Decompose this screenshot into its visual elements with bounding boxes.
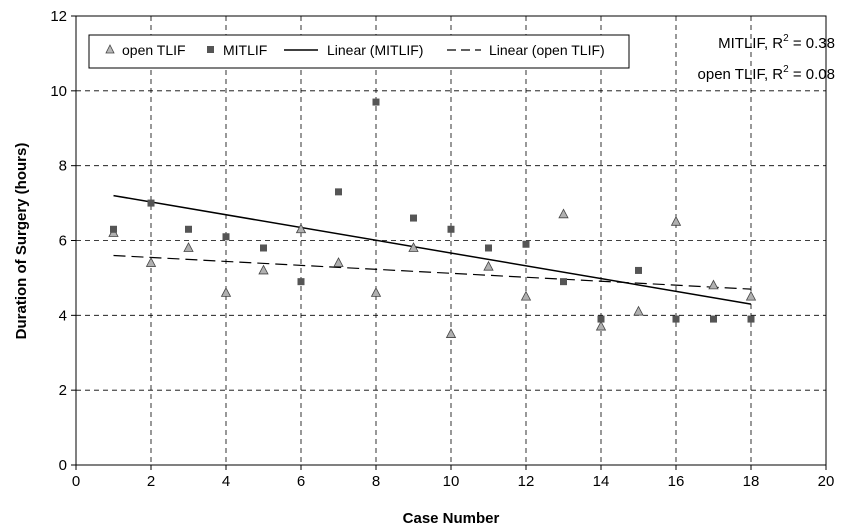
legend-label-open-tlif: open TLIF xyxy=(122,42,186,58)
point-open-tlif xyxy=(708,279,719,290)
point-mitlif xyxy=(335,188,342,196)
x-tick-label: 12 xyxy=(518,473,535,490)
point-mitlif xyxy=(672,315,680,323)
legend-label-linear-open-tlif: Linear (open TLIF) xyxy=(489,42,605,58)
point-open-tlif xyxy=(220,287,232,297)
y-tick-label: 6 xyxy=(59,233,67,250)
x-tick-label: 14 xyxy=(593,473,610,490)
y-tick-label: 4 xyxy=(59,307,67,324)
point-mitlif xyxy=(297,278,305,286)
point-open-tlif xyxy=(595,320,607,331)
x-tick-label: 0 xyxy=(72,473,80,490)
legend-box xyxy=(88,34,630,69)
point-mitlif xyxy=(185,225,192,233)
point-mitlif xyxy=(635,266,642,274)
x-tick-label: 8 xyxy=(372,473,380,490)
legend-triangle-marker xyxy=(105,44,115,54)
point-mitlif xyxy=(410,214,417,222)
point-open-tlif xyxy=(670,215,682,226)
x-tick-label: 6 xyxy=(297,473,305,490)
annotation-mitlif-r2: MITLIF, R2 = 0.38 xyxy=(718,33,835,52)
point-open-tlif xyxy=(520,290,532,301)
point-mitlif xyxy=(710,315,717,323)
legend: open TLIF MITLIF Linear (MITLIF) Linear … xyxy=(88,34,630,69)
point-mitlif xyxy=(560,278,567,286)
point-mitlif xyxy=(147,199,155,207)
trendline-mitlif xyxy=(113,194,752,305)
point-mitlif xyxy=(747,315,755,323)
y-axis-ticks: 0 2 4 6 8 10 12 xyxy=(50,8,76,474)
trendlines xyxy=(113,194,752,305)
point-open-tlif xyxy=(483,260,494,271)
x-axis-ticks: 0 2 4 6 8 10 12 14 16 18 20 xyxy=(72,465,835,490)
point-open-tlif xyxy=(745,290,757,301)
point-open-tlif xyxy=(258,264,269,275)
y-axis-title: Duration of Surgery (hours) xyxy=(13,143,30,340)
y-tick-label: 8 xyxy=(59,158,67,175)
gridlines xyxy=(76,16,826,465)
point-mitlif xyxy=(485,244,492,252)
x-tick-label: 20 xyxy=(818,473,835,490)
point-mitlif xyxy=(372,98,380,106)
point-open-tlif xyxy=(558,208,569,219)
point-mitlif xyxy=(522,240,530,248)
annotation-open-tlif-r2: open TLIF, R2 = 0.08 xyxy=(698,64,835,83)
point-mitlif xyxy=(447,225,455,233)
x-tick-label: 4 xyxy=(222,473,230,490)
y-tick-label: 12 xyxy=(50,8,67,25)
y-tick-label: 10 xyxy=(50,83,67,100)
point-open-tlif xyxy=(633,305,644,316)
point-mitlif xyxy=(222,233,230,241)
point-open-tlif xyxy=(145,257,157,267)
data-points xyxy=(108,98,757,338)
point-open-tlif xyxy=(408,242,419,252)
point-mitlif xyxy=(260,244,267,252)
trendline-open-tlif xyxy=(113,254,752,290)
point-open-tlif xyxy=(370,287,382,297)
x-tick-label: 10 xyxy=(443,473,460,490)
point-open-tlif xyxy=(295,223,307,234)
point-open-tlif xyxy=(183,242,194,252)
x-tick-label: 16 xyxy=(668,473,685,490)
legend-label-mitlif: MITLIF xyxy=(223,42,267,58)
point-mitlif xyxy=(110,225,117,233)
x-tick-label: 18 xyxy=(743,473,760,490)
x-tick-label: 2 xyxy=(147,473,155,490)
legend-square-marker xyxy=(207,46,214,53)
y-tick-label: 0 xyxy=(59,457,67,474)
x-axis-title: Case Number xyxy=(403,510,500,527)
point-mitlif xyxy=(597,315,605,323)
point-open-tlif xyxy=(445,328,457,338)
legend-label-linear-mitlif: Linear (MITLIF) xyxy=(327,42,423,58)
point-open-tlif xyxy=(333,257,344,267)
y-tick-label: 2 xyxy=(59,382,67,399)
